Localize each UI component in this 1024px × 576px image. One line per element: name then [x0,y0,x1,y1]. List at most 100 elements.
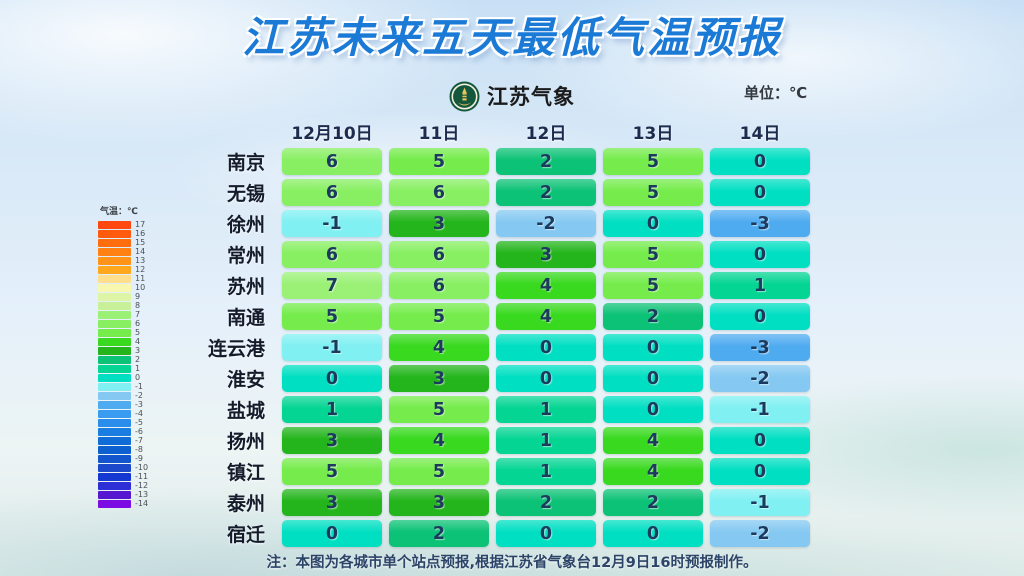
temperature-cell: 6 [389,272,489,299]
temperature-cell: 1 [496,458,596,485]
legend-entry: 16 [98,229,168,238]
temperature-cell: -2 [710,365,810,392]
legend-swatch [98,256,131,265]
temperature-cell: 3 [389,489,489,516]
legend-swatch [98,292,131,301]
temperature-cell: 4 [389,334,489,361]
temperature-cell: 0 [710,427,810,454]
legend-swatch [98,436,131,445]
temperature-cell: -3 [710,334,810,361]
legend-entry: 9 [98,292,168,301]
temperature-cell: 0 [603,520,703,547]
legend-value-label: -13 [135,490,149,499]
legend-value-label: 6 [135,319,141,328]
legend-swatch [98,463,131,472]
legend-entry: -14 [98,499,168,508]
legend-value-label: -8 [135,445,143,454]
temperature-cell: 0 [710,148,810,175]
legend-entry: 14 [98,247,168,256]
temperature-cell: 3 [282,427,382,454]
temperature-cell: 1 [496,427,596,454]
legend-value-label: 12 [135,265,146,274]
legend-swatch [98,490,131,499]
temperature-cell: 2 [496,148,596,175]
temperature-cell: 4 [603,427,703,454]
table-row: 南京 6 5 2 5 0 [160,148,830,175]
city-label: 常州 [226,245,265,267]
legend-entry: -4 [98,409,168,418]
temperature-cell: 5 [282,303,382,330]
legend-entry: -10 [98,463,168,472]
legend-swatch [98,238,131,247]
legend-value-label: 14 [135,247,146,256]
legend-value-label: -11 [135,472,149,481]
legend-entry: -11 [98,472,168,481]
legend-swatch [98,337,131,346]
table-row: 宿迁 0 2 0 0 -2 [160,520,830,547]
temperature-cell: 0 [282,520,382,547]
agency-logo: 江苏气象 [0,79,1024,113]
temperature-cell: 3 [389,365,489,392]
legend-swatch [98,247,131,256]
temperature-cell: 3 [496,241,596,268]
legend-value-label: 9 [135,292,141,301]
temperature-cell: 5 [389,458,489,485]
legend-value-label: 8 [135,301,141,310]
city-label: 苏州 [226,276,265,298]
legend-entry: -3 [98,400,168,409]
temperature-cell: 2 [496,489,596,516]
temperature-cell: -1 [282,210,382,237]
legend-value-label: -2 [135,391,143,400]
legend-value-label: -4 [135,409,143,418]
table-row: 镇江 5 5 1 4 0 [160,458,830,485]
temperature-cell: 6 [282,179,382,206]
temperature-cell: 5 [282,458,382,485]
legend-swatch [98,328,131,337]
table-row: 常州 6 6 3 5 0 [160,241,830,268]
unit-label: 单位：℃ [744,84,808,102]
legend-value-label: -12 [135,481,149,490]
legend-entry: 17 [98,220,168,229]
legend-value-label: 16 [135,229,146,238]
temperature-cell: 6 [389,179,489,206]
table-row: 苏州 7 6 4 5 1 [160,272,830,299]
legend-entry: 8 [98,301,168,310]
legend-swatch [98,319,131,328]
temperature-cell: -1 [282,334,382,361]
legend-value-label: -10 [135,463,149,472]
date-header: 11日 [418,123,460,144]
city-label: 徐州 [226,214,265,236]
legend-entry: -1 [98,382,168,391]
temperature-cell: -1 [710,396,810,423]
legend-value-label: 4 [135,337,141,346]
temperature-cell: 0 [496,365,596,392]
temperature-cell: -2 [710,520,810,547]
temperature-cell: 0 [710,303,810,330]
legend-swatch [98,400,131,409]
legend-value-label: 3 [135,346,141,355]
legend-entry: -2 [98,391,168,400]
legend-value-label: -3 [135,400,143,409]
legend-entry: -6 [98,427,168,436]
legend-title: 气温：℃ [100,207,138,217]
legend-entry: -7 [98,436,168,445]
temperature-cell: -1 [710,489,810,516]
date-header-row: 12月10日 11日 12日 13日 14日 [160,118,830,144]
temperature-cell: 0 [496,520,596,547]
city-label: 宿迁 [226,524,265,546]
footnote: 注：本图为各城市单个站点预报,根据江苏省气象台12月9日16时预报制作。 [266,555,758,571]
table-row: 泰州 3 3 2 2 -1 [160,489,830,516]
legend-entry: 15 [98,238,168,247]
city-label: 淮安 [226,369,265,391]
temperature-cell: 1 [710,272,810,299]
temperature-cell: 7 [282,272,382,299]
legend-entry: 6 [98,319,168,328]
legend-swatch [98,220,131,229]
page-title: 江苏未来五天最低气温预报 [241,13,782,62]
legend-value-label: 11 [135,274,146,283]
legend-value-label: -1 [135,382,143,391]
legend-value-label: -14 [135,499,149,508]
temperature-cell: 3 [389,210,489,237]
legend-value-label: 10 [135,283,146,292]
